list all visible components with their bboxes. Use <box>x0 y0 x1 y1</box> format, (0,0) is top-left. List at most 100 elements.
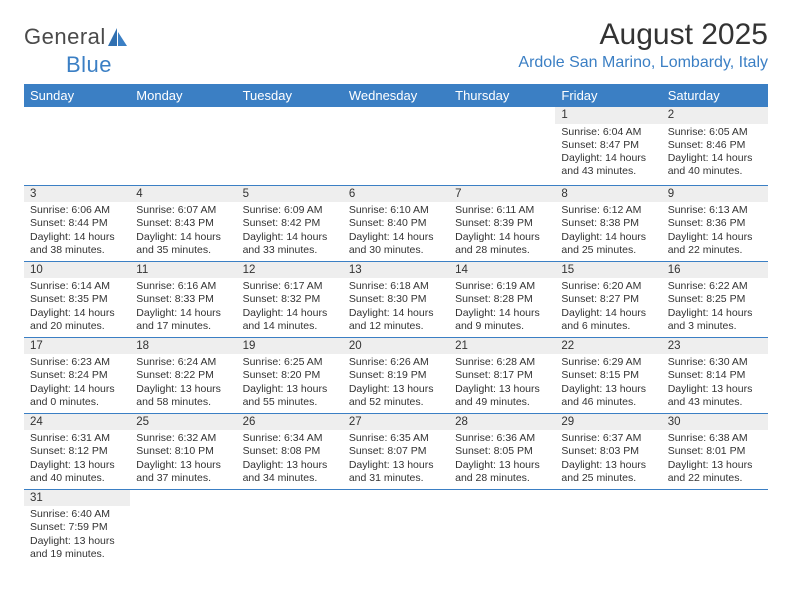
calendar-day-cell: 4Sunrise: 6:07 AMSunset: 8:43 PMDaylight… <box>130 185 236 261</box>
day-details: Sunrise: 6:18 AMSunset: 8:30 PMDaylight:… <box>343 278 449 336</box>
calendar-day-cell: 13Sunrise: 6:18 AMSunset: 8:30 PMDayligh… <box>343 261 449 337</box>
location: Ardole San Marino, Lombardy, Italy <box>518 54 768 72</box>
calendar-day-cell <box>662 489 768 565</box>
weekday-header: Saturday <box>662 84 768 107</box>
sunrise-line: Sunrise: 6:32 AM <box>136 432 230 445</box>
calendar-day-cell: 16Sunrise: 6:22 AMSunset: 8:25 PMDayligh… <box>662 261 768 337</box>
calendar-day-cell: 24Sunrise: 6:31 AMSunset: 8:12 PMDayligh… <box>24 413 130 489</box>
day-number: 26 <box>237 414 343 431</box>
calendar-day-cell: 28Sunrise: 6:36 AMSunset: 8:05 PMDayligh… <box>449 413 555 489</box>
day-number: 16 <box>662 262 768 279</box>
day-number: 24 <box>24 414 130 431</box>
calendar-day-cell: 6Sunrise: 6:10 AMSunset: 8:40 PMDaylight… <box>343 185 449 261</box>
day-number: 31 <box>24 490 130 507</box>
sunset-line: Sunset: 8:32 PM <box>243 293 337 306</box>
sunrise-line: Sunrise: 6:20 AM <box>561 280 655 293</box>
weekday-header-row: Sunday Monday Tuesday Wednesday Thursday… <box>24 84 768 107</box>
day-number: 25 <box>130 414 236 431</box>
day-number: 19 <box>237 338 343 355</box>
day-details: Sunrise: 6:04 AMSunset: 8:47 PMDaylight:… <box>555 124 661 182</box>
sunrise-line: Sunrise: 6:28 AM <box>455 356 549 369</box>
day-details: Sunrise: 6:06 AMSunset: 8:44 PMDaylight:… <box>24 202 130 260</box>
daylight-line: Daylight: 14 hours and 43 minutes. <box>561 152 655 178</box>
sunset-line: Sunset: 8:22 PM <box>136 369 230 382</box>
calendar-day-cell: 15Sunrise: 6:20 AMSunset: 8:27 PMDayligh… <box>555 261 661 337</box>
sunset-line: Sunset: 8:35 PM <box>30 293 124 306</box>
sunset-line: Sunset: 8:44 PM <box>30 217 124 230</box>
weekday-header: Tuesday <box>237 84 343 107</box>
sunrise-line: Sunrise: 6:24 AM <box>136 356 230 369</box>
sunset-line: Sunset: 8:28 PM <box>455 293 549 306</box>
daylight-line: Daylight: 14 hours and 22 minutes. <box>668 231 762 257</box>
calendar-week-row: 24Sunrise: 6:31 AMSunset: 8:12 PMDayligh… <box>24 413 768 489</box>
calendar-day-cell: 30Sunrise: 6:38 AMSunset: 8:01 PMDayligh… <box>662 413 768 489</box>
day-details: Sunrise: 6:09 AMSunset: 8:42 PMDaylight:… <box>237 202 343 260</box>
day-details: Sunrise: 6:22 AMSunset: 8:25 PMDaylight:… <box>662 278 768 336</box>
calendar-day-cell: 14Sunrise: 6:19 AMSunset: 8:28 PMDayligh… <box>449 261 555 337</box>
sunrise-line: Sunrise: 6:10 AM <box>349 204 443 217</box>
weekday-header: Friday <box>555 84 661 107</box>
sunset-line: Sunset: 8:05 PM <box>455 445 549 458</box>
calendar-day-cell: 3Sunrise: 6:06 AMSunset: 8:44 PMDaylight… <box>24 185 130 261</box>
daylight-line: Daylight: 13 hours and 25 minutes. <box>561 459 655 485</box>
daylight-line: Daylight: 13 hours and 22 minutes. <box>668 459 762 485</box>
day-number: 14 <box>449 262 555 279</box>
logo-text: GeneralBlue <box>24 24 129 78</box>
day-details: Sunrise: 6:34 AMSunset: 8:08 PMDaylight:… <box>237 430 343 488</box>
calendar-day-cell <box>343 107 449 185</box>
calendar-day-cell <box>130 107 236 185</box>
sunset-line: Sunset: 8:38 PM <box>561 217 655 230</box>
sunset-line: Sunset: 8:43 PM <box>136 217 230 230</box>
daylight-line: Daylight: 14 hours and 30 minutes. <box>349 231 443 257</box>
title-block: August 2025 Ardole San Marino, Lombardy,… <box>518 18 768 72</box>
calendar-day-cell <box>343 489 449 565</box>
calendar-day-cell: 22Sunrise: 6:29 AMSunset: 8:15 PMDayligh… <box>555 337 661 413</box>
sunrise-line: Sunrise: 6:26 AM <box>349 356 443 369</box>
calendar-week-row: 3Sunrise: 6:06 AMSunset: 8:44 PMDaylight… <box>24 185 768 261</box>
sunset-line: Sunset: 8:33 PM <box>136 293 230 306</box>
sunrise-line: Sunrise: 6:17 AM <box>243 280 337 293</box>
daylight-line: Daylight: 14 hours and 3 minutes. <box>668 307 762 333</box>
day-details: Sunrise: 6:10 AMSunset: 8:40 PMDaylight:… <box>343 202 449 260</box>
day-details: Sunrise: 6:35 AMSunset: 8:07 PMDaylight:… <box>343 430 449 488</box>
daylight-line: Daylight: 13 hours and 49 minutes. <box>455 383 549 409</box>
day-number: 20 <box>343 338 449 355</box>
calendar-day-cell <box>449 107 555 185</box>
day-number: 30 <box>662 414 768 431</box>
day-number: 23 <box>662 338 768 355</box>
day-details: Sunrise: 6:40 AMSunset: 7:59 PMDaylight:… <box>24 506 130 564</box>
daylight-line: Daylight: 13 hours and 52 minutes. <box>349 383 443 409</box>
day-details: Sunrise: 6:11 AMSunset: 8:39 PMDaylight:… <box>449 202 555 260</box>
sunrise-line: Sunrise: 6:22 AM <box>668 280 762 293</box>
day-number: 8 <box>555 186 661 203</box>
calendar-week-row: 17Sunrise: 6:23 AMSunset: 8:24 PMDayligh… <box>24 337 768 413</box>
day-number: 17 <box>24 338 130 355</box>
daylight-line: Daylight: 13 hours and 19 minutes. <box>30 535 124 561</box>
day-details: Sunrise: 6:20 AMSunset: 8:27 PMDaylight:… <box>555 278 661 336</box>
calendar-day-cell: 19Sunrise: 6:25 AMSunset: 8:20 PMDayligh… <box>237 337 343 413</box>
calendar-table: Sunday Monday Tuesday Wednesday Thursday… <box>24 84 768 565</box>
day-details: Sunrise: 6:25 AMSunset: 8:20 PMDaylight:… <box>237 354 343 412</box>
sunset-line: Sunset: 8:07 PM <box>349 445 443 458</box>
calendar-day-cell <box>237 107 343 185</box>
day-details: Sunrise: 6:28 AMSunset: 8:17 PMDaylight:… <box>449 354 555 412</box>
logo: GeneralBlue <box>24 24 129 78</box>
sunset-line: Sunset: 8:01 PM <box>668 445 762 458</box>
daylight-line: Daylight: 14 hours and 6 minutes. <box>561 307 655 333</box>
sunrise-line: Sunrise: 6:23 AM <box>30 356 124 369</box>
calendar-day-cell: 18Sunrise: 6:24 AMSunset: 8:22 PMDayligh… <box>130 337 236 413</box>
daylight-line: Daylight: 13 hours and 43 minutes. <box>668 383 762 409</box>
daylight-line: Daylight: 14 hours and 17 minutes. <box>136 307 230 333</box>
day-number: 3 <box>24 186 130 203</box>
calendar-day-cell: 10Sunrise: 6:14 AMSunset: 8:35 PMDayligh… <box>24 261 130 337</box>
daylight-line: Daylight: 13 hours and 37 minutes. <box>136 459 230 485</box>
sunrise-line: Sunrise: 6:12 AM <box>561 204 655 217</box>
day-details: Sunrise: 6:37 AMSunset: 8:03 PMDaylight:… <box>555 430 661 488</box>
calendar-day-cell: 21Sunrise: 6:28 AMSunset: 8:17 PMDayligh… <box>449 337 555 413</box>
day-number: 18 <box>130 338 236 355</box>
sunset-line: Sunset: 8:20 PM <box>243 369 337 382</box>
daylight-line: Daylight: 14 hours and 33 minutes. <box>243 231 337 257</box>
calendar-day-cell: 1Sunrise: 6:04 AMSunset: 8:47 PMDaylight… <box>555 107 661 185</box>
calendar-week-row: 10Sunrise: 6:14 AMSunset: 8:35 PMDayligh… <box>24 261 768 337</box>
calendar-day-cell: 12Sunrise: 6:17 AMSunset: 8:32 PMDayligh… <box>237 261 343 337</box>
